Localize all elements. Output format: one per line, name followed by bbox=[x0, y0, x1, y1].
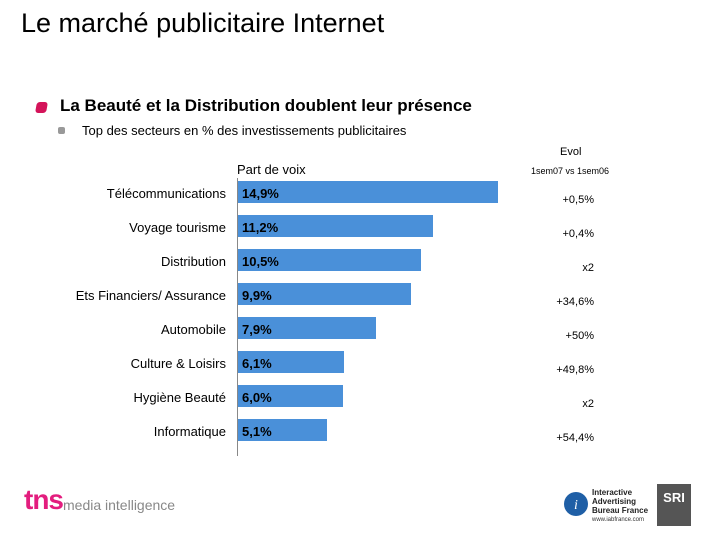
bar bbox=[238, 419, 327, 441]
evol-value: x2 bbox=[582, 398, 594, 410]
bar bbox=[238, 249, 421, 271]
section-subtitle: La Beauté et la Distribution doublent le… bbox=[60, 96, 472, 115]
iab-logo-text: Interactive Advertising Bureau France bbox=[592, 488, 649, 515]
bar bbox=[238, 351, 344, 373]
bar-value-label: 6,0% bbox=[242, 390, 272, 405]
category-label: Ets Financiers/ Assurance bbox=[75, 288, 226, 303]
svg-text:i: i bbox=[574, 498, 578, 513]
bar bbox=[238, 181, 498, 203]
evol-value: +0,5% bbox=[562, 194, 595, 206]
category-label: Culture & Loisirs bbox=[130, 356, 226, 371]
bar-value-label: 9,9% bbox=[242, 288, 272, 303]
chart-axis bbox=[237, 178, 238, 456]
evol-value: +54,4% bbox=[556, 432, 594, 444]
bullet-icon bbox=[35, 102, 48, 113]
category-label: Distribution bbox=[160, 254, 226, 269]
bullet-icon bbox=[58, 127, 65, 134]
chart-title: Part de voix bbox=[237, 162, 306, 177]
evol-subtitle: 1sem07 vs 1sem06 bbox=[531, 166, 610, 176]
bar-value-label: 14,9% bbox=[242, 186, 279, 201]
bar-value-label: 11,2% bbox=[242, 220, 279, 235]
iab-logo-icon: i bbox=[564, 492, 588, 516]
media-intelligence-logo: media intelligence bbox=[63, 497, 176, 513]
evol-value: +34,6% bbox=[556, 296, 594, 308]
bar bbox=[238, 317, 376, 339]
evol-value: +50% bbox=[565, 330, 594, 342]
sri-logo: SRI bbox=[657, 484, 691, 526]
category-label: Automobile bbox=[160, 322, 226, 337]
evol-title: Evol bbox=[560, 146, 582, 158]
bar-value-label: 10,5% bbox=[242, 254, 279, 269]
tns-logo: tns bbox=[24, 484, 64, 515]
chart-caption: Top des secteurs en % des investissement… bbox=[82, 123, 407, 138]
evol-value: +49,8% bbox=[556, 364, 594, 376]
bar-value-label: 6,1% bbox=[242, 356, 272, 371]
category-label: Informatique bbox=[153, 424, 226, 439]
bar bbox=[238, 283, 411, 305]
iab-url: www.iabfrance.com bbox=[592, 517, 645, 523]
bar-value-label: 7,9% bbox=[242, 322, 272, 337]
category-label: Hygiène Beauté bbox=[133, 390, 226, 405]
evol-value: x2 bbox=[582, 262, 594, 274]
evol-value: +0,4% bbox=[562, 228, 595, 240]
bar bbox=[238, 385, 343, 407]
category-label: Voyage tourisme bbox=[129, 220, 226, 235]
bar-value-label: 5,1% bbox=[242, 424, 272, 439]
bar bbox=[238, 215, 433, 237]
page-title: Le marché publicitaire Internet bbox=[21, 8, 385, 38]
category-label: Télécommunications bbox=[106, 186, 226, 201]
